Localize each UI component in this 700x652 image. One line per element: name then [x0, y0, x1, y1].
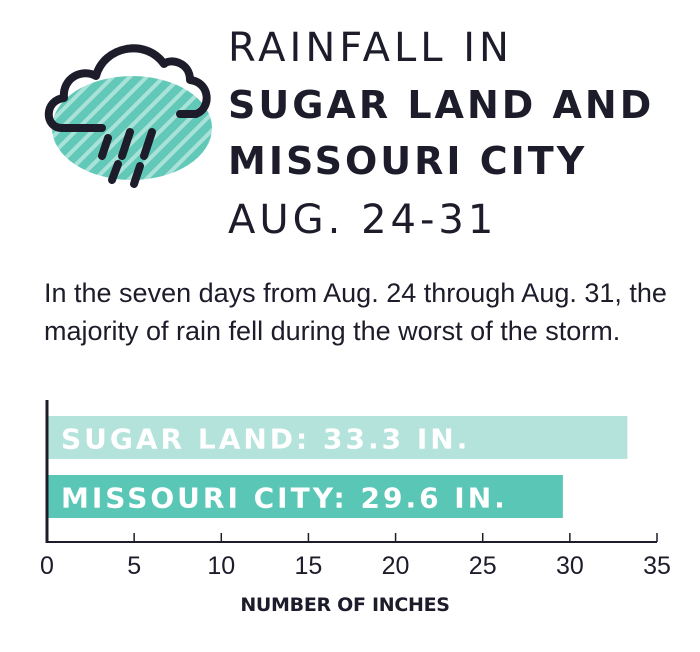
bar-label-2: MISSOURI CITY: 29.6 IN. — [61, 482, 508, 515]
x-tick-label-0: 0 — [40, 552, 54, 580]
x-axis-title: NUMBER OF INCHES — [240, 594, 450, 616]
x-tick-label-35: 35 — [643, 552, 671, 580]
bar-label-1: SUGAR LAND: 33.3 IN. — [61, 423, 470, 456]
x-tick-label-10: 10 — [207, 552, 235, 580]
page-title: RAINFALL IN SUGAR LAND AND MISSOURI CITY… — [228, 26, 688, 240]
rain-cloud-icon — [40, 28, 215, 198]
x-tick-label-20: 20 — [382, 552, 410, 580]
bar-2 — [47, 475, 563, 518]
x-tick-label-25: 25 — [469, 552, 497, 580]
title-line-4: AUG. 24-31 — [228, 197, 498, 243]
title-line-3: MISSOURI CITY — [228, 139, 588, 183]
description-text: In the seven days from Aug. 24 through A… — [44, 278, 667, 346]
x-tick-label-5: 5 — [127, 552, 141, 580]
bar-chart: SUGAR LAND: 33.3 IN. MISSOURI CITY: 29.6 … — [40, 400, 671, 580]
title-line-2: SUGAR LAND AND — [228, 83, 655, 127]
title-line-1: RAINFALL IN — [228, 25, 513, 71]
x-tick-label-30: 30 — [556, 552, 584, 580]
bar-1 — [47, 416, 628, 459]
x-tick-label-15: 15 — [295, 552, 323, 580]
